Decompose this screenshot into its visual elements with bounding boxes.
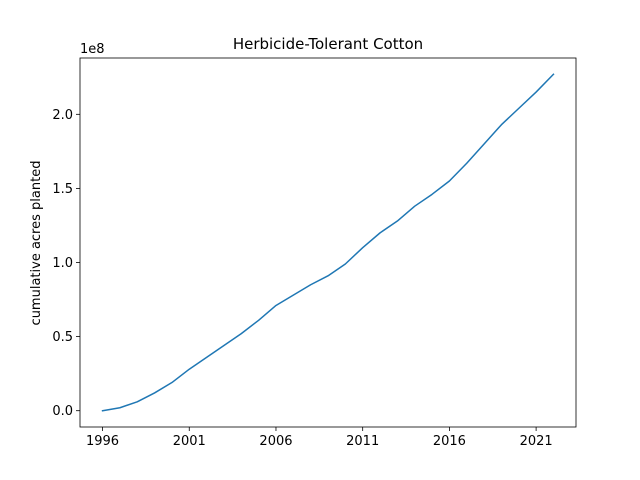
x-axis: 1996 2001 2006 2011 2016 2021 — [86, 427, 553, 449]
axes-frame — [79, 57, 577, 428]
y-tick-label: 1.0 — [52, 256, 73, 271]
chart-title: Herbicide-Tolerant Cotton — [233, 35, 423, 53]
y-axis-label: cumulative acres planted — [29, 161, 44, 326]
axes-border — [79, 57, 577, 428]
y-tick-label: 2.0 — [52, 108, 73, 123]
y-tick-label: 0.0 — [52, 404, 73, 419]
y-offset-label: 1e8 — [80, 42, 105, 57]
x-tick-label: 2001 — [173, 434, 206, 449]
y-tick-label: 1.5 — [52, 182, 73, 197]
series-line — [101, 73, 555, 412]
x-tick-label: 2016 — [433, 434, 466, 449]
x-tick-label: 2006 — [259, 434, 292, 449]
x-tick-label: 2021 — [520, 434, 553, 449]
line-layer — [101, 73, 555, 412]
y-tick-label: 0.5 — [52, 330, 73, 345]
x-tick-label: 1996 — [86, 434, 119, 449]
x-tick-label: 2011 — [346, 434, 379, 449]
y-axis: 0.0 0.5 1.0 1.5 2.0 — [52, 108, 80, 419]
